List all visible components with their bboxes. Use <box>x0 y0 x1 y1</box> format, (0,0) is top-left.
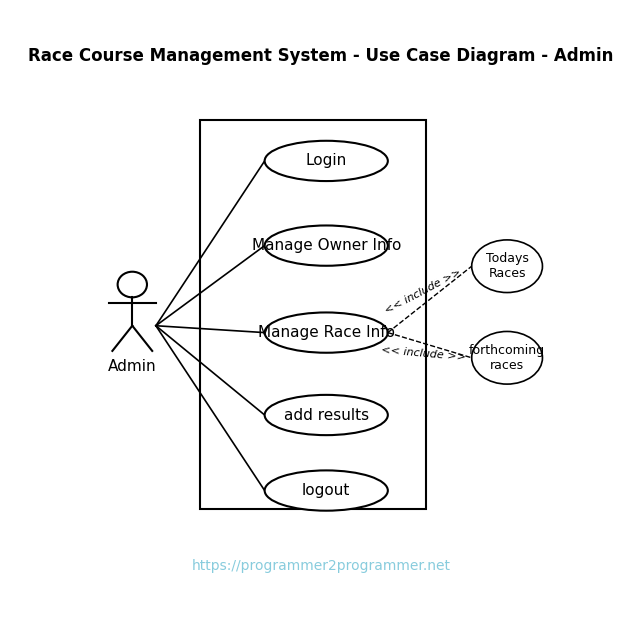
Ellipse shape <box>472 240 542 293</box>
Text: add results: add results <box>284 407 369 422</box>
Ellipse shape <box>265 141 388 181</box>
Ellipse shape <box>265 312 388 353</box>
Text: Manage Owner Info: Manage Owner Info <box>252 238 401 253</box>
Text: https://programmer2programmer.net: https://programmer2programmer.net <box>191 559 451 574</box>
Text: logout: logout <box>302 483 351 498</box>
Text: Todays
Races: Todays Races <box>485 252 528 280</box>
Ellipse shape <box>265 471 388 511</box>
Text: Manage Race Info: Manage Race Info <box>257 325 395 340</box>
Bar <box>200 120 426 509</box>
Text: << include >>: << include >> <box>383 267 463 316</box>
Text: Race Course Management System - Use Case Diagram - Admin: Race Course Management System - Use Case… <box>28 46 614 64</box>
Text: << include >>: << include >> <box>381 345 466 363</box>
Text: Admin: Admin <box>108 359 157 374</box>
Text: forthcoming
races: forthcoming races <box>469 343 545 372</box>
Text: Login: Login <box>306 153 347 169</box>
Ellipse shape <box>472 332 542 384</box>
Ellipse shape <box>265 395 388 435</box>
Ellipse shape <box>265 226 388 266</box>
